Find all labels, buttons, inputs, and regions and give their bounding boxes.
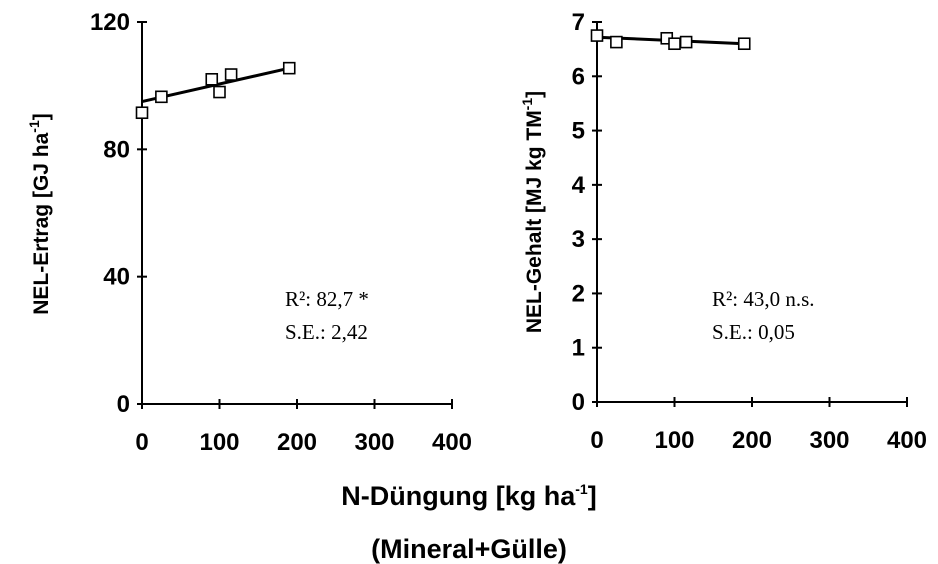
data-point (155, 90, 168, 104)
data-point (135, 106, 149, 120)
chart-nel-gehalt: NEL-Gehalt [MJ kg TM-1] R²: 43,0 n.s. S.… (519, 9, 927, 454)
x-axis-label: N-Düngung [kg ha-1] (341, 481, 596, 511)
data-point (679, 35, 693, 49)
x-tick-label: 200 (277, 429, 317, 456)
r2-annotation: R²: 82,7 * (285, 287, 369, 311)
y-tick-label: 6 (572, 63, 585, 90)
y-axis-label: NEL-Gehalt [MJ kg TM-1] (519, 91, 546, 333)
se-annotation: S.E.: 0,05 (712, 320, 795, 344)
x-tick-label: 400 (432, 429, 472, 456)
data-point (224, 68, 238, 81)
y-tick-label: 1 (572, 335, 585, 362)
y-tick-label: 5 (572, 118, 585, 145)
x-tick-label: 100 (199, 429, 239, 456)
data-point (205, 73, 219, 86)
data-point (282, 61, 296, 75)
x-tick-label: 100 (654, 427, 694, 454)
data-point (610, 35, 623, 49)
x-tick-label: 0 (135, 429, 148, 456)
y-tick-label: 7 (572, 9, 585, 36)
y-axis-label: NEL-Ertrag [GJ ha-1] (26, 113, 53, 314)
chart-nel-ertrag: NEL-Ertrag [GJ ha-1] R²: 82,7 * S.E.: 2,… (26, 9, 472, 456)
r2-annotation: R²: 43,0 n.s. (712, 287, 815, 311)
y-tick-label: 2 (572, 280, 585, 307)
y-tick-label: 40 (103, 264, 130, 291)
x-tick-label: 300 (354, 429, 394, 456)
y-tick-label: 3 (572, 226, 585, 253)
se-annotation: S.E.: 2,42 (285, 320, 368, 344)
y-tick-label: 120 (90, 9, 130, 36)
x-tick-label: 300 (809, 427, 849, 454)
y-tick-label: 80 (103, 136, 130, 163)
x-tick-label: 0 (590, 427, 603, 454)
x-tick-label: 400 (887, 427, 927, 454)
data-point (590, 29, 604, 42)
y-tick-label: 4 (572, 172, 586, 199)
y-tick-label: 0 (117, 391, 130, 418)
data-point (213, 85, 226, 99)
x-axis-subtitle: (Mineral+Gülle) (371, 534, 567, 564)
data-point (668, 37, 681, 51)
x-tick-label: 200 (732, 427, 772, 454)
data-point (737, 37, 751, 51)
y-tick-label: 0 (572, 389, 585, 416)
